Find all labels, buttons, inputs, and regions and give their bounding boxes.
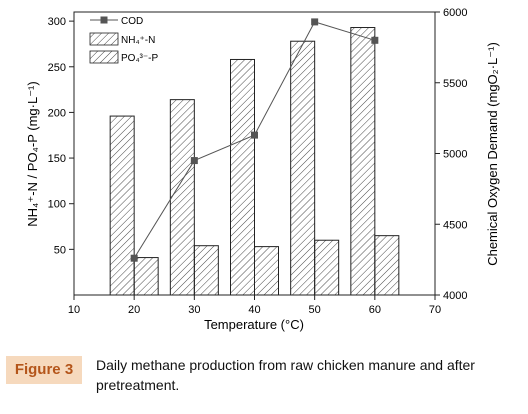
x-tick-label: 30	[188, 304, 200, 316]
nh4-bar	[109, 115, 135, 296]
x-tick-label: 10	[68, 304, 80, 316]
x-tick-label: 60	[369, 304, 381, 316]
po4-bar	[374, 235, 400, 296]
po4-bar	[314, 239, 340, 296]
cod-point	[130, 254, 138, 262]
y-right-tick-label: 4500	[443, 219, 467, 231]
y-right-tick-label: 5500	[443, 78, 467, 90]
y-left-tick-label: 300	[48, 16, 66, 28]
x-tick-label: 40	[248, 304, 260, 316]
po4-bar	[193, 245, 219, 296]
legend-po4-swatch	[89, 50, 119, 64]
x-tick-label: 50	[309, 304, 321, 316]
po4-bar	[133, 257, 159, 296]
x-axis-label: Temperature (°C)	[204, 317, 304, 332]
cod-point	[371, 36, 379, 44]
y-left-tick-label: 250	[48, 62, 66, 74]
cod-point	[190, 157, 198, 165]
cod-point	[311, 18, 319, 26]
nh4-bar	[350, 27, 376, 296]
y-axis-left-label: NH₄⁺-N / PO₄-P (mg·L⁻¹)	[25, 81, 40, 226]
cod-point	[251, 131, 258, 139]
figure-number: Figure 3	[6, 356, 82, 384]
chart: 10 20 30 40 50 60 70 50 100 150 200 250 300 4000 450…	[25, 7, 500, 332]
y-right-tick-label: 4000	[443, 290, 467, 302]
po4-bar	[254, 246, 279, 296]
caption-text: Daily methane production from raw chicke…	[96, 357, 475, 393]
legend-nh4-label: NH₄⁺-N	[121, 35, 155, 46]
nh4-bar	[169, 99, 195, 296]
nh4-bar	[290, 40, 316, 296]
nh4-bar	[230, 58, 255, 296]
y-left-tick-label: 200	[48, 107, 66, 119]
y-axis-right-label: Chemical Oxygen Demand (mgO₂·L⁻¹)	[485, 42, 500, 266]
x-tick-label: 20	[128, 304, 140, 316]
y-left-tick-label: 150	[48, 153, 66, 165]
x-axis: 10 20 30 40 50 60 70	[68, 295, 441, 316]
legend-nh4-swatch	[89, 32, 119, 46]
figure-caption: Figure 3 Daily methane production from r…	[6, 352, 522, 402]
y-left-tick-label: 100	[48, 199, 66, 211]
y-axis-right: 4000 4500 5000 5500 6000	[435, 7, 467, 302]
legend-cod-marker	[100, 16, 108, 24]
x-tick-label: 70	[429, 304, 441, 316]
y-right-tick-label: 5000	[443, 149, 467, 161]
y-right-tick-label: 6000	[443, 7, 467, 19]
legend-cod-label: COD	[121, 16, 143, 27]
legend: COD NH₄⁺-N PO₄³⁻-P	[89, 16, 158, 64]
y-left-tick-label: 50	[54, 244, 66, 256]
legend-po4-label: PO₄³⁻-P	[121, 53, 158, 64]
y-axis-left: 50 100 150 200 250 300	[48, 16, 74, 256]
